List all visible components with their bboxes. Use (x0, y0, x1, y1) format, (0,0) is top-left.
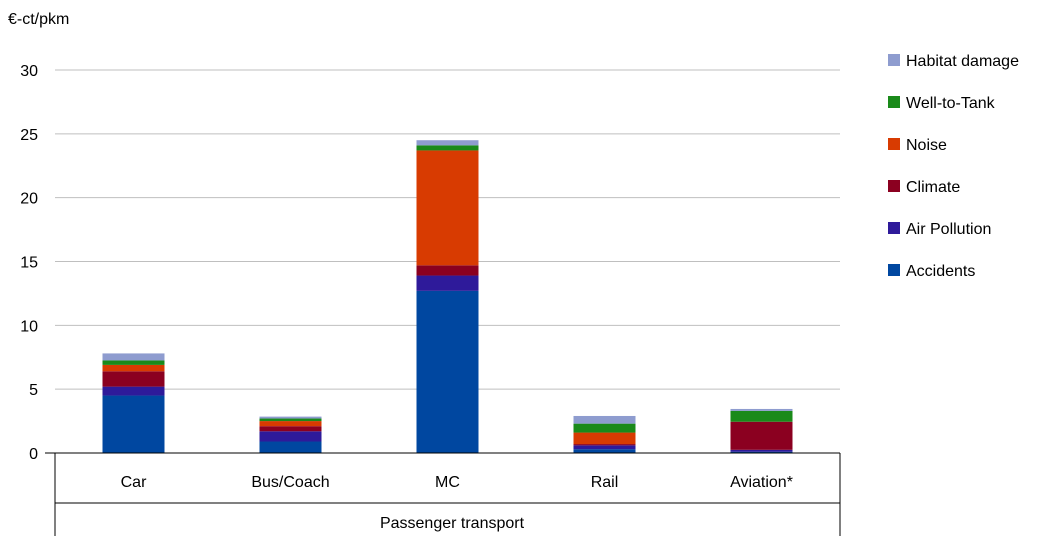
bar-segment (573, 445, 636, 450)
legend-label: Well-to-Tank (906, 95, 996, 112)
legend-swatch (888, 180, 900, 192)
bar-segment (259, 418, 322, 422)
bar-segment (416, 140, 479, 146)
y-tick-label: 25 (20, 127, 38, 144)
bar-segment (416, 265, 479, 276)
y-tick-label: 0 (29, 446, 38, 463)
legend-swatch (888, 96, 900, 108)
legend-swatch (888, 264, 900, 276)
legend-swatch (888, 54, 900, 66)
bar-segment (102, 386, 165, 396)
legend: Habitat damage Well-to-Tank Noise Climate Ai… (888, 53, 1019, 280)
x-tick-label: MC (435, 474, 460, 491)
x-tick-label: Aviation* (730, 474, 793, 491)
legend-label: Accidents (906, 263, 975, 280)
y-tick-labels: 0 5 10 15 20 25 30 (20, 63, 38, 463)
bar-segment (416, 150, 479, 266)
bar-segment (573, 415, 636, 424)
y-tick-label: 15 (20, 255, 38, 272)
x-tick-labels: Car Bus/Coach MC Rail Aviation* (121, 474, 793, 491)
bar-segment (102, 371, 165, 387)
bar-segment (259, 426, 322, 432)
bar-segment (102, 360, 165, 365)
bar-segment (573, 444, 636, 446)
bar-segment (573, 423, 636, 433)
bar-segment (730, 421, 793, 450)
bar-segment (730, 449, 793, 452)
bar-segment (416, 290, 479, 453)
bar-segment (730, 408, 793, 411)
bar-segment (102, 353, 165, 361)
bar-segment (259, 431, 322, 442)
legend-label: Climate (906, 179, 960, 196)
y-axis-label: €-ct/pkm (8, 11, 69, 28)
bar-segment (259, 416, 322, 419)
y-tick-label: 10 (20, 318, 38, 335)
y-tick-label: 20 (20, 191, 38, 208)
category-axis (45, 452, 841, 536)
bar-segment (730, 410, 793, 422)
bar-segment (416, 275, 479, 291)
bar-segment (416, 145, 479, 151)
bar-segment (259, 421, 322, 427)
legend-label: Air Pollution (906, 221, 991, 238)
bar-segment (259, 441, 322, 453)
x-tick-label: Car (121, 474, 147, 491)
bar-segment (573, 432, 636, 445)
y-tick-label: 5 (29, 382, 38, 399)
bar-segment (102, 364, 165, 372)
x-tick-label: Rail (591, 474, 619, 491)
legend-swatch (888, 138, 900, 150)
y-tick-label: 30 (20, 63, 38, 80)
bar-segment (573, 449, 636, 453)
bar-segment (730, 451, 793, 453)
group-label: Passenger transport (380, 515, 525, 532)
bars (102, 140, 793, 453)
legend-label: Noise (906, 137, 947, 154)
x-tick-label: Bus/Coach (251, 474, 329, 491)
bar-segment (102, 395, 165, 453)
legend-label: Habitat damage (906, 53, 1019, 70)
legend-swatch (888, 222, 900, 234)
